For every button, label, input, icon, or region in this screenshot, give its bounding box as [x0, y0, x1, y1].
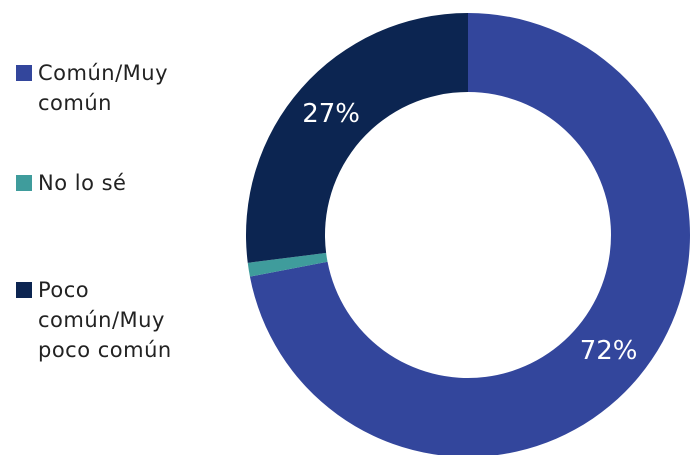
legend-item: No lo sé — [16, 168, 216, 198]
donut-segment — [247, 252, 328, 277]
legend-label: Común/Muy común — [38, 61, 169, 115]
legend-item: Poco común/Muy poco común — [16, 275, 216, 365]
legend-swatch — [16, 282, 32, 298]
donut-segment — [249, 13, 690, 455]
legend-label: Poco común/Muy poco común — [38, 278, 172, 362]
legend-item: Común/Muy común — [16, 58, 216, 118]
legend-swatch — [16, 65, 32, 81]
legend-label: No lo sé — [38, 171, 127, 195]
donut-segment — [245, 13, 468, 263]
data-label: 72% — [580, 336, 638, 366]
data-label: 27% — [302, 99, 360, 129]
legend-swatch — [16, 175, 32, 191]
